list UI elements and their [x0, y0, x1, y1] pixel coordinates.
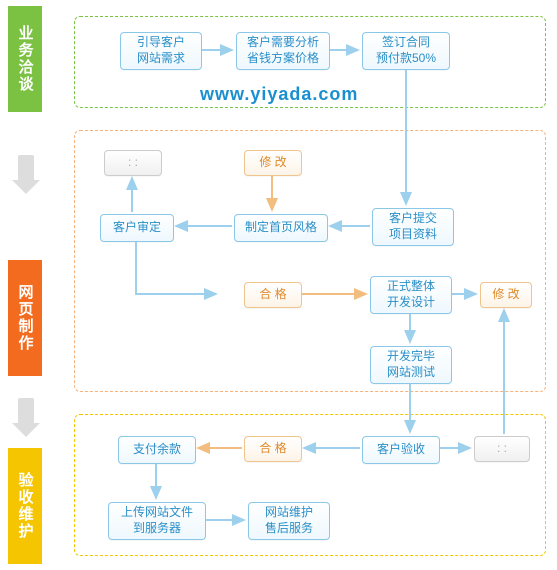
node-maintain: 网站维护售后服务 [248, 502, 330, 540]
node-test: 开发完毕网站测试 [370, 346, 452, 384]
node-face-2: : : [474, 436, 530, 462]
node-acceptance: 客户验收 [362, 436, 440, 464]
node-submit-material: 客户提交项目资料 [372, 208, 454, 246]
node-modify-1: 修 改 [244, 150, 302, 176]
url-text: www.yiyada.com [200, 84, 358, 105]
node-pass-1: 合 格 [244, 282, 302, 308]
node-review: 客户审定 [100, 214, 174, 242]
stage-arrow-1 [12, 155, 40, 194]
node-upload: 上传网站文件到服务器 [108, 502, 206, 540]
node-pay: 支付余款 [118, 436, 196, 464]
node-guide-customer: 引导客户网站需求 [120, 32, 202, 70]
node-homepage-style: 制定首页风格 [234, 214, 328, 242]
node-contract: 签订合同预付款50% [362, 32, 450, 70]
node-analysis: 客户需要分析省钱方案价格 [236, 32, 330, 70]
node-face-1: : : [104, 150, 162, 176]
node-modify-2: 修 改 [480, 282, 532, 308]
stage-arrow-2 [12, 398, 40, 437]
node-develop: 正式整体开发设计 [370, 276, 452, 314]
stage-label-3: 验收维护 [8, 448, 42, 564]
stage-label-1: 业务洽谈 [8, 6, 42, 112]
stage-label-2: 网页制作 [8, 260, 42, 376]
node-pass-2: 合 格 [244, 436, 302, 462]
